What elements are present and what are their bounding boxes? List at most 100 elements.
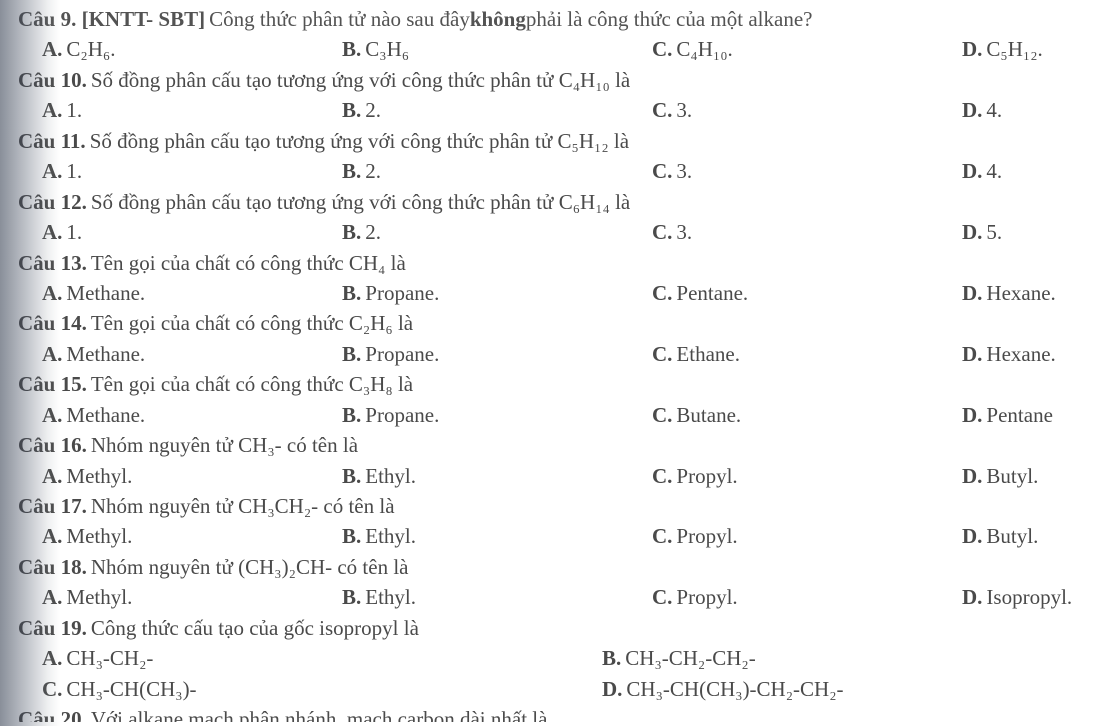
opt-letter: B. <box>342 34 361 64</box>
q12-c-text: 3. <box>676 217 692 247</box>
q10-c-text: 3. <box>676 95 692 125</box>
q19-c-text: CH₃-CH(CH₃)- <box>66 674 196 704</box>
q11-c-text: 3. <box>676 156 692 186</box>
q16-text: Nhóm nguyên tử CH₃- có tên là <box>91 430 358 460</box>
q9-bold: không <box>470 4 526 34</box>
q14-d-text: Hexane. <box>986 339 1055 369</box>
q11-option-b: B.2. <box>342 156 652 186</box>
q20-text: Với alkane mạch phân nhánh, mạch carbon … <box>91 704 548 722</box>
opt-letter: C. <box>652 156 672 186</box>
q16-b-text: Ethyl. <box>365 461 416 491</box>
opt-letter: D. <box>962 339 982 369</box>
opt-letter: B. <box>342 461 361 491</box>
opt-letter: D. <box>962 461 982 491</box>
q17-b-text: Ethyl. <box>365 521 416 551</box>
opt-letter: D. <box>962 278 982 308</box>
question-17: Câu 17. Nhóm nguyên tử CH₃CH₂- có tên là <box>18 491 1095 521</box>
q12-option-a: A.1. <box>18 217 342 247</box>
opt-letter: B. <box>342 582 361 612</box>
question-15: Câu 15. Tên gọi của chất có công thức C₃… <box>18 369 1095 399</box>
q17-option-a: A.Methyl. <box>18 521 342 551</box>
q10-a-text: 1. <box>66 95 82 125</box>
q11-text: Số đồng phân cấu tạo tương ứng với công … <box>90 126 629 156</box>
q14-label: Câu 14. <box>18 308 87 338</box>
q11-d-text: 4. <box>986 156 1002 186</box>
q12-options: A.1. B.2. C.3. D.5. <box>18 217 1095 247</box>
opt-letter: A. <box>42 34 62 64</box>
q13-a-text: Methane. <box>66 278 145 308</box>
q18-text: Nhóm nguyên tử (CH₃)₂CH- có tên là <box>91 552 409 582</box>
opt-letter: B. <box>342 217 361 247</box>
opt-letter: B. <box>342 400 361 430</box>
q12-b-text: 2. <box>365 217 381 247</box>
q10-d-text: 4. <box>986 95 1002 125</box>
q14-text: Tên gọi của chất có công thức C₂H₆ là <box>91 308 413 338</box>
q11-option-d: D.4. <box>962 156 1095 186</box>
q17-text: Nhóm nguyên tử CH₃CH₂- có tên là <box>91 491 395 521</box>
q18-label: Câu 18. <box>18 552 87 582</box>
opt-letter: A. <box>42 278 62 308</box>
opt-letter: C. <box>652 339 672 369</box>
opt-letter: D. <box>962 34 982 64</box>
q18-b-text: Ethyl. <box>365 582 416 612</box>
q15-option-d: D.Pentane <box>962 400 1095 430</box>
q18-c-text: Propyl. <box>676 582 737 612</box>
q19-a-text: CH₃-CH₂- <box>66 643 153 673</box>
q14-c-text: Ethane. <box>676 339 740 369</box>
question-13: Câu 13. Tên gọi của chất có công thức CH… <box>18 248 1095 278</box>
q14-a-text: Methane. <box>66 339 145 369</box>
q15-options: A.Methane. B.Propane. C.Butane. D.Pentan… <box>18 400 1095 430</box>
q11-option-a: A.1. <box>18 156 342 186</box>
q12-label: Câu 12. <box>18 187 87 217</box>
q11-label: Câu 11. <box>18 126 86 156</box>
opt-letter: A. <box>42 339 62 369</box>
q15-text: Tên gọi của chất có công thức C₃H₈ là <box>91 369 413 399</box>
q13-c-text: Pentane. <box>676 278 748 308</box>
q9-option-a: A.C₂H₆. <box>18 34 342 64</box>
q15-a-text: Methane. <box>66 400 145 430</box>
q17-a-text: Methyl. <box>66 521 132 551</box>
q18-option-d: D.Isopropyl. <box>962 582 1095 612</box>
question-20-cut: Câu 20. Với alkane mạch phân nhánh, mạch… <box>18 704 1095 722</box>
q14-option-c: C.Ethane. <box>652 339 962 369</box>
q15-option-c: C.Butane. <box>652 400 962 430</box>
q19-option-b: B.CH₃-CH₂-CH₂- <box>602 643 756 673</box>
opt-letter: D. <box>962 400 982 430</box>
q11-options: A.1. B.2. C.3. D.4. <box>18 156 1095 186</box>
q15-d-text: Pentane <box>986 400 1052 430</box>
question-19: Câu 19. Công thức cấu tạo của gốc isopro… <box>18 613 1095 643</box>
q19-d-text: CH₃-CH(CH₃)-CH₂-CH₂- <box>626 674 843 704</box>
q16-label: Câu 16. <box>18 430 87 460</box>
q12-option-d: D.5. <box>962 217 1095 247</box>
q11-a-text: 1. <box>66 156 82 186</box>
q11-b-text: 2. <box>365 156 381 186</box>
q16-options: A.Methyl. B.Ethyl. C.Propyl. D.Butyl. <box>18 461 1095 491</box>
q18-option-b: B.Ethyl. <box>342 582 652 612</box>
opt-letter: C. <box>652 461 672 491</box>
q13-option-b: B.Propane. <box>342 278 652 308</box>
q19-options-row1: A.CH₃-CH₂- B.CH₃-CH₂-CH₂- <box>18 643 1095 673</box>
q15-label: Câu 15. <box>18 369 87 399</box>
question-16: Câu 16. Nhóm nguyên tử CH₃- có tên là <box>18 430 1095 460</box>
opt-letter: C. <box>652 521 672 551</box>
opt-letter: B. <box>602 643 621 673</box>
q18-option-c: C.Propyl. <box>652 582 962 612</box>
opt-letter: C. <box>652 34 672 64</box>
opt-letter: A. <box>42 156 62 186</box>
question-10: Câu 10. Số đồng phân cấu tạo tương ứng v… <box>18 65 1095 95</box>
q19-options-row2: C.CH₃-CH(CH₃)- D.CH₃-CH(CH₃)-CH₂-CH₂- <box>18 674 1095 704</box>
opt-letter: A. <box>42 643 62 673</box>
q14-b-text: Propane. <box>365 339 439 369</box>
q18-option-a: A.Methyl. <box>18 582 342 612</box>
q10-option-c: C.3. <box>652 95 962 125</box>
q12-option-c: C.3. <box>652 217 962 247</box>
opt-letter: B. <box>342 278 361 308</box>
q14-option-b: B.Propane. <box>342 339 652 369</box>
question-12: Câu 12. Số đồng phân cấu tạo tương ứng v… <box>18 187 1095 217</box>
q14-option-a: A.Methane. <box>18 339 342 369</box>
opt-letter: A. <box>42 582 62 612</box>
opt-letter: C. <box>652 582 672 612</box>
q17-option-b: B.Ethyl. <box>342 521 652 551</box>
q9-option-b: B.C₃H₆ <box>342 34 652 64</box>
q13-b-text: Propane. <box>365 278 439 308</box>
